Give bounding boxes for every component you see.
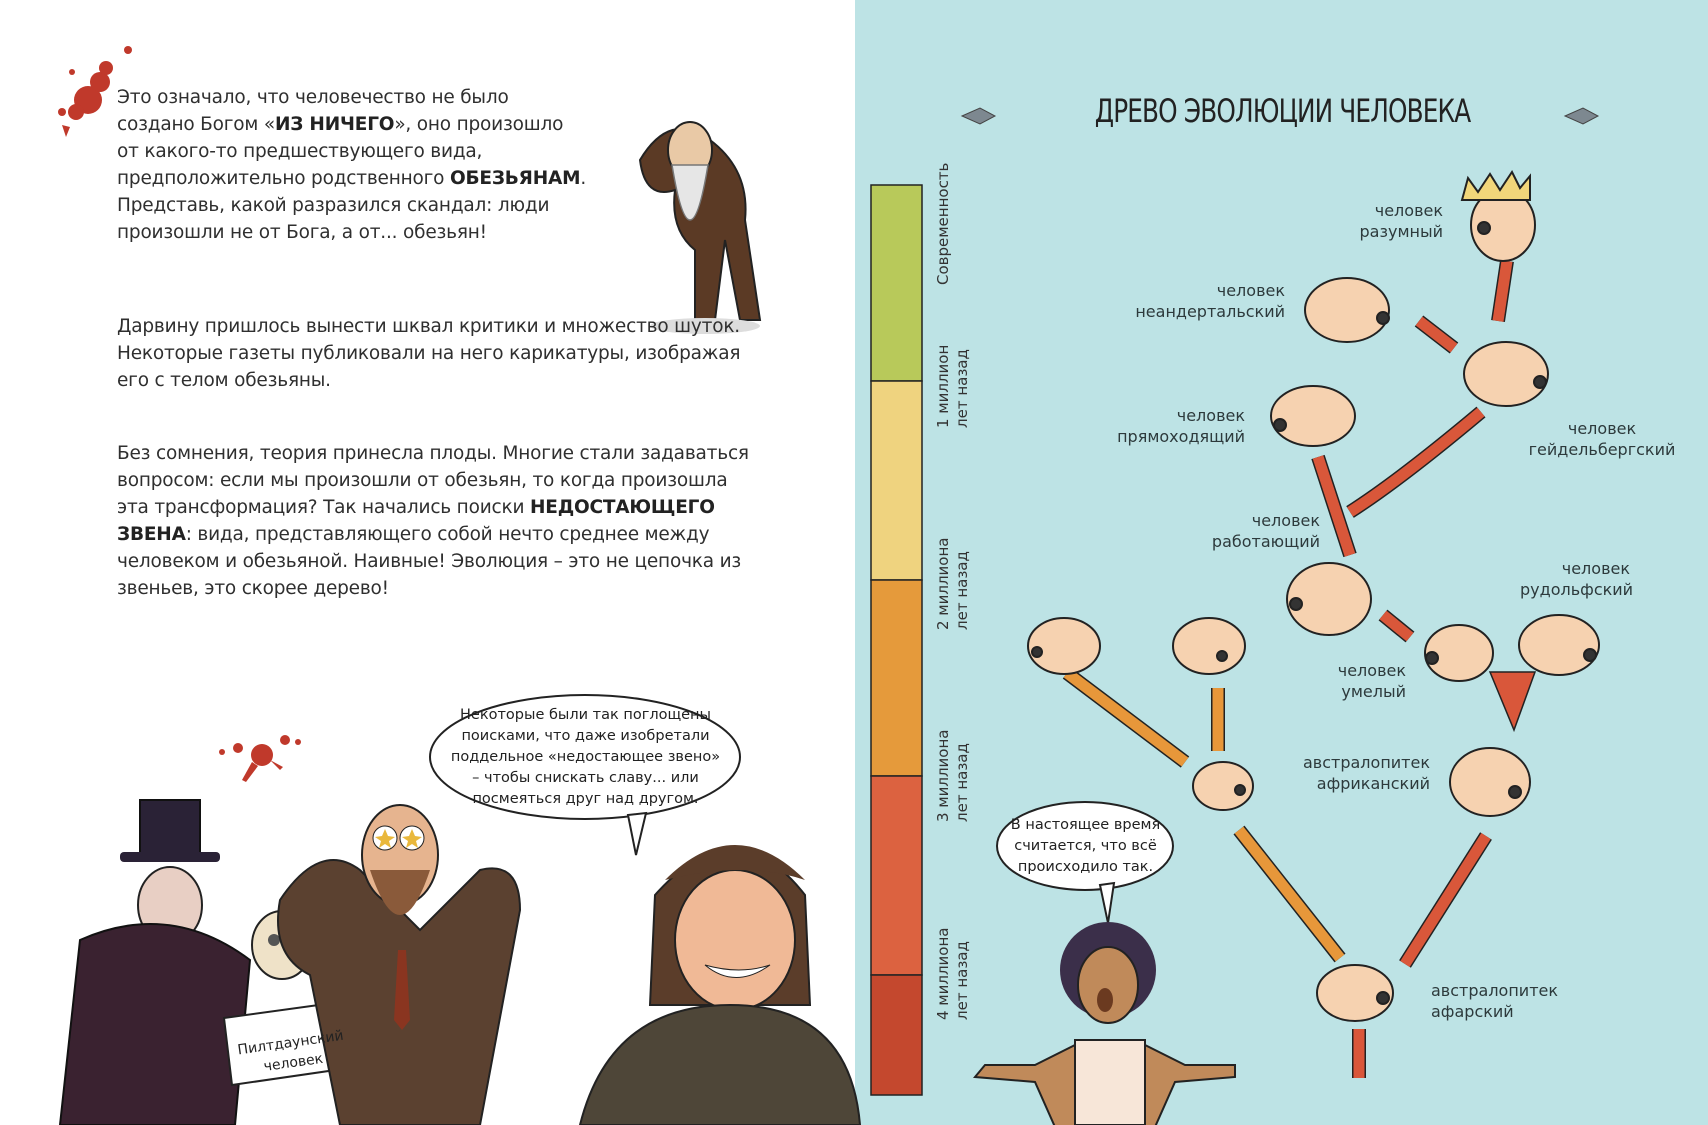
arrowhead-icon <box>1563 107 1600 125</box>
era-label: 4 миллиона лет назад <box>934 927 971 1020</box>
top-hat-man-illustration <box>58 799 313 1125</box>
skull-left-1 <box>1027 617 1101 675</box>
skull-habilis <box>1424 624 1494 682</box>
text: : вида, представляющего собой нечто сред… <box>117 524 742 599</box>
narrator-girl-illustration <box>973 922 1236 1125</box>
text: Это означало, что человечество не было с… <box>117 87 509 135</box>
speech-bubble-text: Некоторые были так поглощены поисками, ч… <box>450 707 721 807</box>
skull-neanderthal <box>1304 277 1390 343</box>
bold-text: ИЗ НИЧЕГО <box>274 114 395 135</box>
tree-branches <box>1062 259 1537 1078</box>
bold-text: НЕДОСТАЮЩЕГО ЗВЕНА <box>117 497 715 545</box>
label-africanus: австралопитек африканский <box>1302 753 1430 793</box>
label-neanderthal: человек неандертальский <box>1135 281 1285 321</box>
skull-afarensis <box>1316 964 1394 1022</box>
skull-erectus <box>1270 385 1356 447</box>
excited-scientist-illustration <box>277 804 522 1125</box>
label-erectus: человек прямоходящий <box>1117 406 1245 446</box>
text: Без сомнения, теория принесла плоды. Мно… <box>117 443 749 518</box>
era-label: 3 миллиона лет назад <box>934 729 971 822</box>
skull-rudolfensis <box>1518 614 1600 676</box>
skull-sapiens <box>1460 170 1536 262</box>
arrowhead-icon <box>960 107 997 125</box>
label-heidelberg: человек гейдельбергский <box>1528 419 1676 459</box>
text: . Представь, какой разразился скандал: л… <box>117 168 587 243</box>
blood-splat-icon <box>58 46 132 137</box>
label-rudolfensis: человек рудольфский <box>1520 559 1634 599</box>
skulls <box>1027 170 1600 1022</box>
text: », оно произошло от какого-то предшеству… <box>117 114 564 189</box>
era-label: 1 миллион лет назад <box>934 344 971 428</box>
speech-bubble-text: В настоящее время считается, что всё про… <box>1010 817 1161 875</box>
era-label: Современность <box>934 162 952 285</box>
skull-left-2 <box>1172 617 1246 675</box>
speech-bubble <box>996 801 1174 924</box>
label-sapiens: человек разумный <box>1359 201 1444 241</box>
paragraph-1: Это означало, что человечество не было с… <box>117 84 587 246</box>
bold-text: ОБЕЗЬЯНАМ <box>449 168 581 189</box>
timeline-bar <box>870 184 923 1096</box>
skull-ergaster <box>1286 562 1372 636</box>
timeline-segment <box>870 184 923 382</box>
text: Дарвину пришлось вынести шквал критики и… <box>117 316 741 391</box>
timeline-segment <box>870 974 923 1096</box>
skull-heidelberg <box>1463 341 1549 407</box>
skull-right <box>1449 747 1531 817</box>
paragraph-2: Дарвину пришлось вынести шквал критики и… <box>117 313 747 394</box>
label-afarensis: австралопитек афарский <box>1431 981 1559 1021</box>
crown-icon <box>1460 170 1531 201</box>
era-label: 2 миллиона лет назад <box>934 537 971 630</box>
cave-girl-illustration <box>578 845 862 1125</box>
timeline-segment <box>870 775 923 976</box>
skull-africanus <box>1192 761 1254 811</box>
timeline-segment <box>870 579 923 777</box>
paragraph-3: Без сомнения, теория принесла плоды. Мно… <box>117 440 757 602</box>
darwin-ape-illustration <box>638 121 762 334</box>
timeline-segment <box>870 380 923 581</box>
label-habilis: человек умелый <box>1337 661 1406 701</box>
label-ergaster: человек работающий <box>1211 511 1320 551</box>
speech-bubble <box>429 694 741 856</box>
right-page <box>855 0 1708 1125</box>
page-title: ДРЕВО ЭВОЛЮЦИИ ЧЕЛОВЕКА <box>1094 92 1471 130</box>
blood-splat-icon <box>219 735 301 782</box>
